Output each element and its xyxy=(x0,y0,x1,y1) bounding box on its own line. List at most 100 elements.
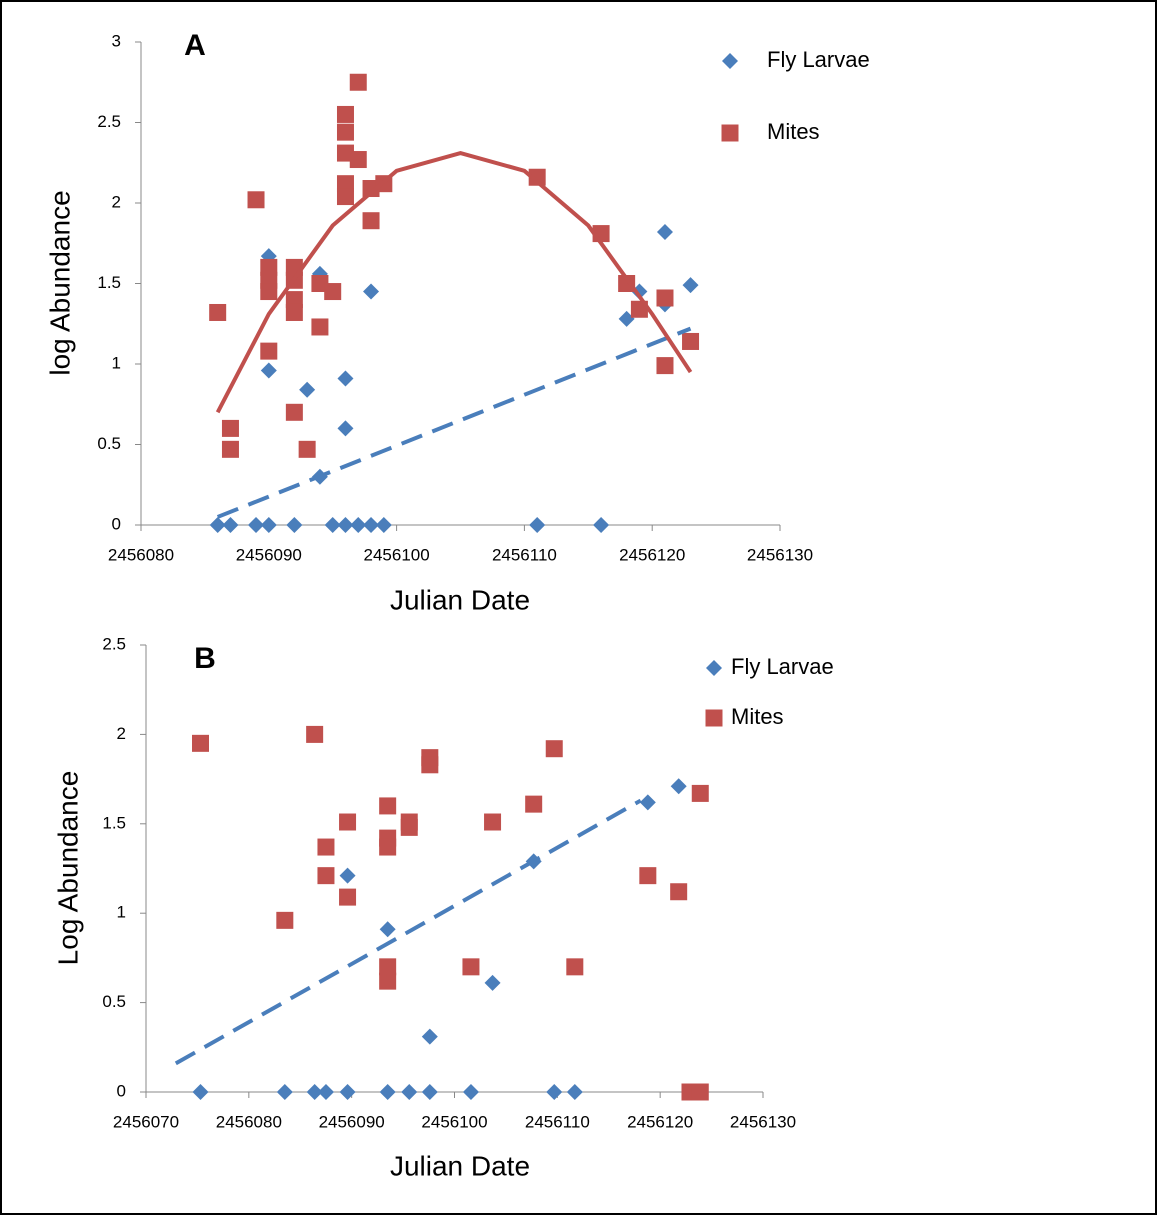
point xyxy=(529,517,546,533)
point xyxy=(285,291,303,309)
x-tick-label: 2456090 xyxy=(236,545,302,564)
x-tick-label: 2456080 xyxy=(108,545,174,564)
point xyxy=(379,797,397,815)
x-axis-title: Julian Date xyxy=(390,584,530,615)
point xyxy=(362,180,380,198)
y-tick-label: 2 xyxy=(117,724,126,743)
trendline xyxy=(174,798,642,1066)
point xyxy=(260,283,278,301)
point xyxy=(311,318,329,336)
point xyxy=(363,283,380,300)
chart-title: A xyxy=(184,29,206,62)
point xyxy=(298,440,316,458)
point xyxy=(682,332,700,350)
point xyxy=(363,517,380,533)
y-tick-label: 2.5 xyxy=(97,112,121,131)
point xyxy=(339,813,357,831)
point xyxy=(221,440,239,458)
y-tick-label: 2.5 xyxy=(102,634,126,653)
point xyxy=(379,972,397,990)
point xyxy=(299,381,316,398)
legend-label: Fly Larvae xyxy=(731,654,834,679)
point xyxy=(484,974,501,991)
point xyxy=(336,144,354,162)
point xyxy=(192,1084,209,1100)
y-axis-title: log Abundance xyxy=(44,190,75,375)
y-axis-title: Log Abundance xyxy=(52,771,83,966)
point xyxy=(286,517,303,533)
point xyxy=(260,362,277,379)
point xyxy=(260,517,277,533)
point xyxy=(336,188,354,206)
point xyxy=(192,734,210,752)
trendline xyxy=(215,151,693,414)
point xyxy=(618,310,635,327)
point xyxy=(379,958,397,976)
point xyxy=(379,1084,396,1100)
x-tick-label: 2456130 xyxy=(747,545,813,564)
point xyxy=(462,1084,479,1100)
x-axis-title: Julian Date xyxy=(390,1150,530,1181)
point xyxy=(247,191,265,209)
legend-label: Fly Larvae xyxy=(767,47,870,72)
point xyxy=(656,223,673,240)
y-tick-label: 0.5 xyxy=(97,434,121,453)
point xyxy=(209,517,226,533)
point xyxy=(421,1028,438,1045)
x-tick-label: 2456100 xyxy=(421,1112,487,1131)
point xyxy=(375,517,392,533)
point xyxy=(656,289,674,307)
point xyxy=(350,517,367,533)
y-tick-label: 0.5 xyxy=(102,992,126,1011)
point xyxy=(639,867,657,885)
legend-label: Mites xyxy=(731,704,784,729)
point xyxy=(656,357,674,375)
point xyxy=(248,517,265,533)
point xyxy=(593,517,610,533)
point xyxy=(339,867,356,884)
point xyxy=(670,778,687,795)
point xyxy=(324,517,341,533)
point xyxy=(546,1084,563,1100)
point xyxy=(691,1083,709,1101)
y-tick-label: 0 xyxy=(112,514,121,533)
chart-title: B xyxy=(194,642,216,675)
x-tick-label: 2456110 xyxy=(525,1112,590,1131)
point xyxy=(260,258,278,276)
point xyxy=(337,517,354,533)
legend-marker xyxy=(722,53,738,69)
x-tick-label: 2456110 xyxy=(492,545,557,564)
point xyxy=(306,1084,323,1100)
point xyxy=(222,517,239,533)
point xyxy=(484,813,502,831)
legend-label: Mites xyxy=(767,119,820,144)
legend-marker xyxy=(705,709,723,727)
point xyxy=(421,1084,438,1100)
point xyxy=(221,419,239,437)
point xyxy=(339,1084,356,1100)
point xyxy=(209,303,227,321)
point xyxy=(349,73,367,91)
point xyxy=(339,888,357,906)
point xyxy=(337,370,354,387)
point xyxy=(691,784,709,802)
y-tick-label: 2 xyxy=(112,192,121,211)
point xyxy=(311,275,329,292)
y-tick-label: 3 xyxy=(112,31,121,50)
x-tick-label: 2456100 xyxy=(364,545,430,564)
point xyxy=(379,921,396,938)
y-tick-label: 1.5 xyxy=(102,813,126,832)
point xyxy=(317,838,335,856)
trendline xyxy=(216,326,692,519)
point xyxy=(545,740,563,758)
x-tick-label: 2456130 xyxy=(730,1112,796,1131)
point xyxy=(336,105,354,123)
point xyxy=(401,1084,418,1100)
point xyxy=(362,212,380,230)
point xyxy=(462,958,480,976)
point xyxy=(336,123,354,141)
legend-marker xyxy=(721,124,739,142)
point xyxy=(400,818,418,836)
